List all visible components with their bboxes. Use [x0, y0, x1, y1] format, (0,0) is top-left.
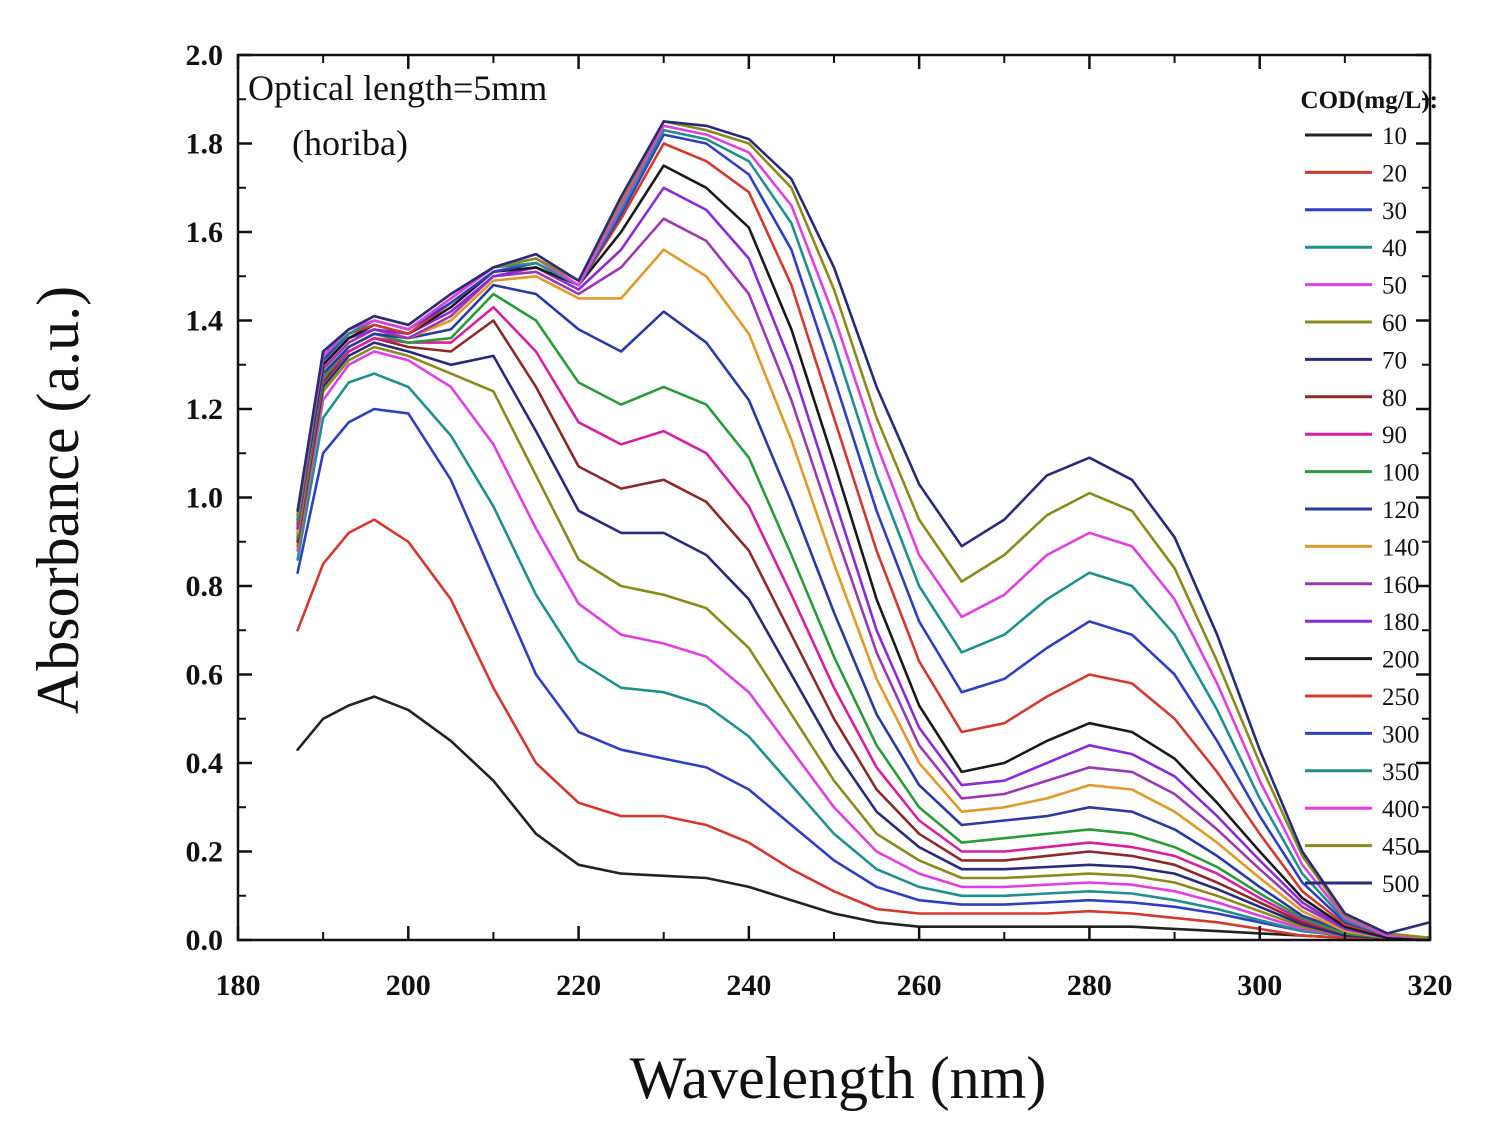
series-line-180: [296, 186, 1432, 940]
legend-label-20: 20: [1382, 160, 1407, 187]
legend-label-100: 100: [1382, 460, 1420, 487]
legend-label-80: 80: [1382, 385, 1407, 412]
series-line-400: [296, 124, 1432, 940]
x-axis-title: Wavelength (nm): [630, 1045, 1047, 1111]
x-tick-label: 260: [897, 969, 942, 1002]
series-line-10: [296, 695, 1432, 940]
x-tick-label: 280: [1067, 969, 1112, 1002]
y-tick-label: 0.8: [186, 570, 224, 603]
legend-title: COD(mg/L):: [1301, 87, 1438, 114]
x-tick-label: 300: [1237, 969, 1282, 1002]
legend-label-160: 160: [1382, 572, 1420, 599]
legend-label-10: 10: [1382, 123, 1407, 150]
series-layer: [296, 120, 1432, 940]
series-line-500: [296, 120, 1432, 935]
legend-label-300: 300: [1382, 721, 1420, 748]
y-tick-label: 0.6: [186, 659, 224, 692]
legend-label-200: 200: [1382, 647, 1420, 674]
legend-label-140: 140: [1382, 534, 1420, 561]
series-line-40: [296, 372, 1432, 940]
y-tick-label: 1.8: [186, 128, 224, 161]
legend-label-90: 90: [1382, 422, 1407, 449]
y-tick-label: 0.4: [186, 747, 224, 780]
series-line-50: [296, 350, 1432, 940]
y-tick-label: 0.0: [186, 924, 224, 957]
legend-label-50: 50: [1382, 273, 1407, 300]
legend-label-40: 40: [1382, 235, 1407, 262]
series-line-160: [296, 217, 1432, 940]
legend-label-350: 350: [1382, 759, 1420, 786]
series-line-80: [296, 319, 1432, 940]
legend-label-180: 180: [1382, 609, 1420, 636]
legend: COD(mg/L): 10 20 30 40 50 60 70 80 90 100 120 140 16…: [1301, 87, 1438, 898]
series-line-70: [296, 341, 1432, 940]
series-line-200: [296, 164, 1432, 940]
y-axis-title: Absorbance (a.u.): [25, 286, 91, 714]
series-line-90: [296, 305, 1432, 940]
x-tick-label: 180: [216, 969, 261, 1002]
annotation-line-1: Optical length=5mm: [248, 68, 547, 108]
y-tick-label: 1.4: [186, 305, 224, 338]
annotation-layer: Optical length=5mm (horiba): [248, 68, 547, 163]
annotation-line-2: (horiba): [292, 123, 408, 163]
series-line-120: [296, 283, 1432, 940]
y-tick-label: 1.6: [186, 216, 224, 249]
legend-label-450: 450: [1382, 834, 1420, 861]
legend-label-30: 30: [1382, 198, 1407, 225]
x-tick-label: 200: [386, 969, 431, 1002]
series-line-20: [296, 518, 1432, 940]
y-tick-label: 1.0: [186, 482, 224, 515]
y-tick-label: 0.2: [186, 836, 224, 869]
y-tick-label: 2.0: [186, 39, 224, 72]
x-tick-label: 240: [726, 969, 771, 1002]
legend-label-70: 70: [1382, 347, 1407, 374]
legend-label-250: 250: [1382, 684, 1420, 711]
series-line-60: [296, 345, 1432, 940]
legend-label-500: 500: [1382, 871, 1420, 898]
x-tick-label: 220: [556, 969, 601, 1002]
series-line-140: [296, 248, 1432, 940]
legend-label-60: 60: [1382, 310, 1407, 337]
x-tick-label: 320: [1408, 969, 1453, 1002]
series-line-100: [296, 292, 1432, 940]
series-line-30: [296, 407, 1432, 940]
series-line-300: [296, 133, 1432, 940]
legend-label-400: 400: [1382, 796, 1420, 823]
y-tick-label: 1.2: [186, 393, 224, 426]
axes-layer: 180 200 220 240 260 280 300 320 0.0 0.2 0.4 0.6 0.8 1…: [186, 39, 1453, 1002]
legend-label-120: 120: [1382, 497, 1420, 524]
